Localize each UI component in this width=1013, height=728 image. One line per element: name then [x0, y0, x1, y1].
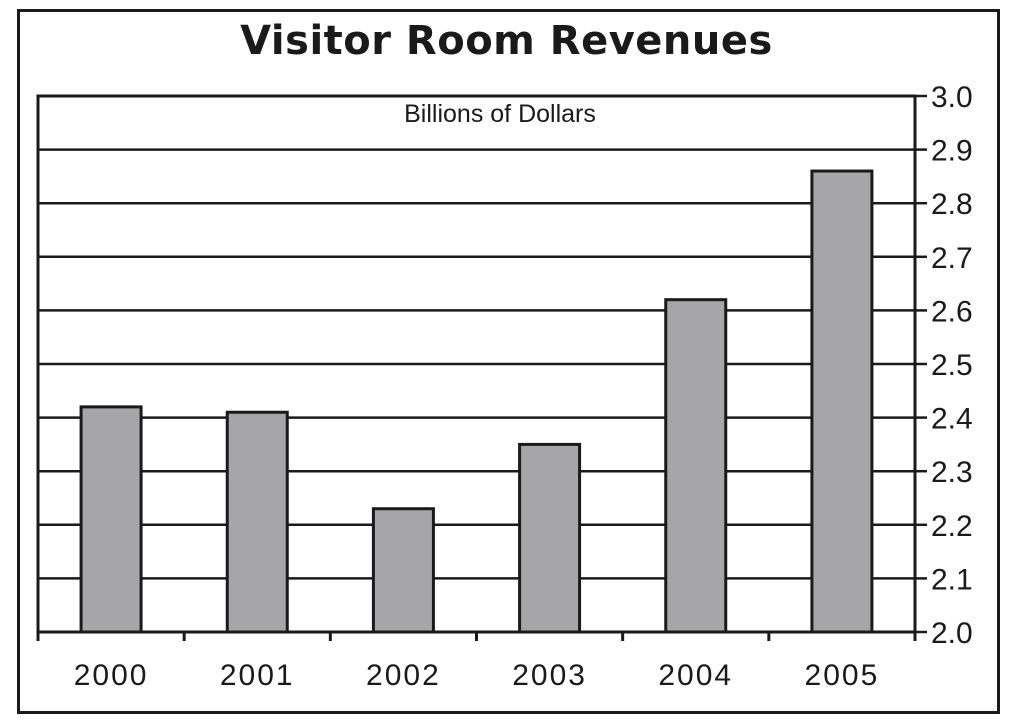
bar-layer	[79, 169, 874, 634]
y-tick-label: 2.1	[931, 563, 973, 596]
bar-2004	[664, 298, 728, 634]
y-tick-label: 2.7	[931, 242, 973, 275]
y-tick-label: 2.4	[931, 403, 973, 436]
x-tick-label: 2004	[658, 659, 733, 692]
bar-2005	[810, 169, 874, 634]
plot-area-border	[36, 94, 917, 634]
bar-2001	[225, 410, 289, 634]
axis-layer: 2.0 2.1 2.2 2.3 2.4 2.5 2.6 2.7 2.8 2.9 3.0 2000 200…	[36, 81, 973, 692]
x-tick-label: 2000	[74, 659, 149, 692]
y-tick-label: 2.3	[931, 456, 973, 489]
bar-2002	[371, 507, 435, 634]
y-tick-label: 2.0	[931, 617, 973, 650]
grid-layer	[38, 148, 915, 580]
unit-label: Billions of Dollars	[404, 100, 596, 128]
y-tick-label: 2.9	[931, 135, 973, 168]
y-tick-label: 2.5	[931, 349, 973, 382]
y-tick-label: 2.6	[931, 295, 973, 328]
y-tick-label: 2.2	[931, 510, 973, 543]
x-tick-label: 2003	[512, 659, 587, 692]
x-tick-label: 2002	[366, 659, 441, 692]
chart-title: Visitor Room Revenues	[240, 18, 773, 64]
x-tick-label: 2005	[805, 659, 880, 692]
bar-2000	[79, 405, 143, 634]
bar-2003	[518, 442, 582, 634]
x-tick-label: 2001	[220, 659, 295, 692]
y-tick-label: 2.8	[931, 188, 973, 221]
y-tick-label: 3.0	[931, 81, 973, 114]
